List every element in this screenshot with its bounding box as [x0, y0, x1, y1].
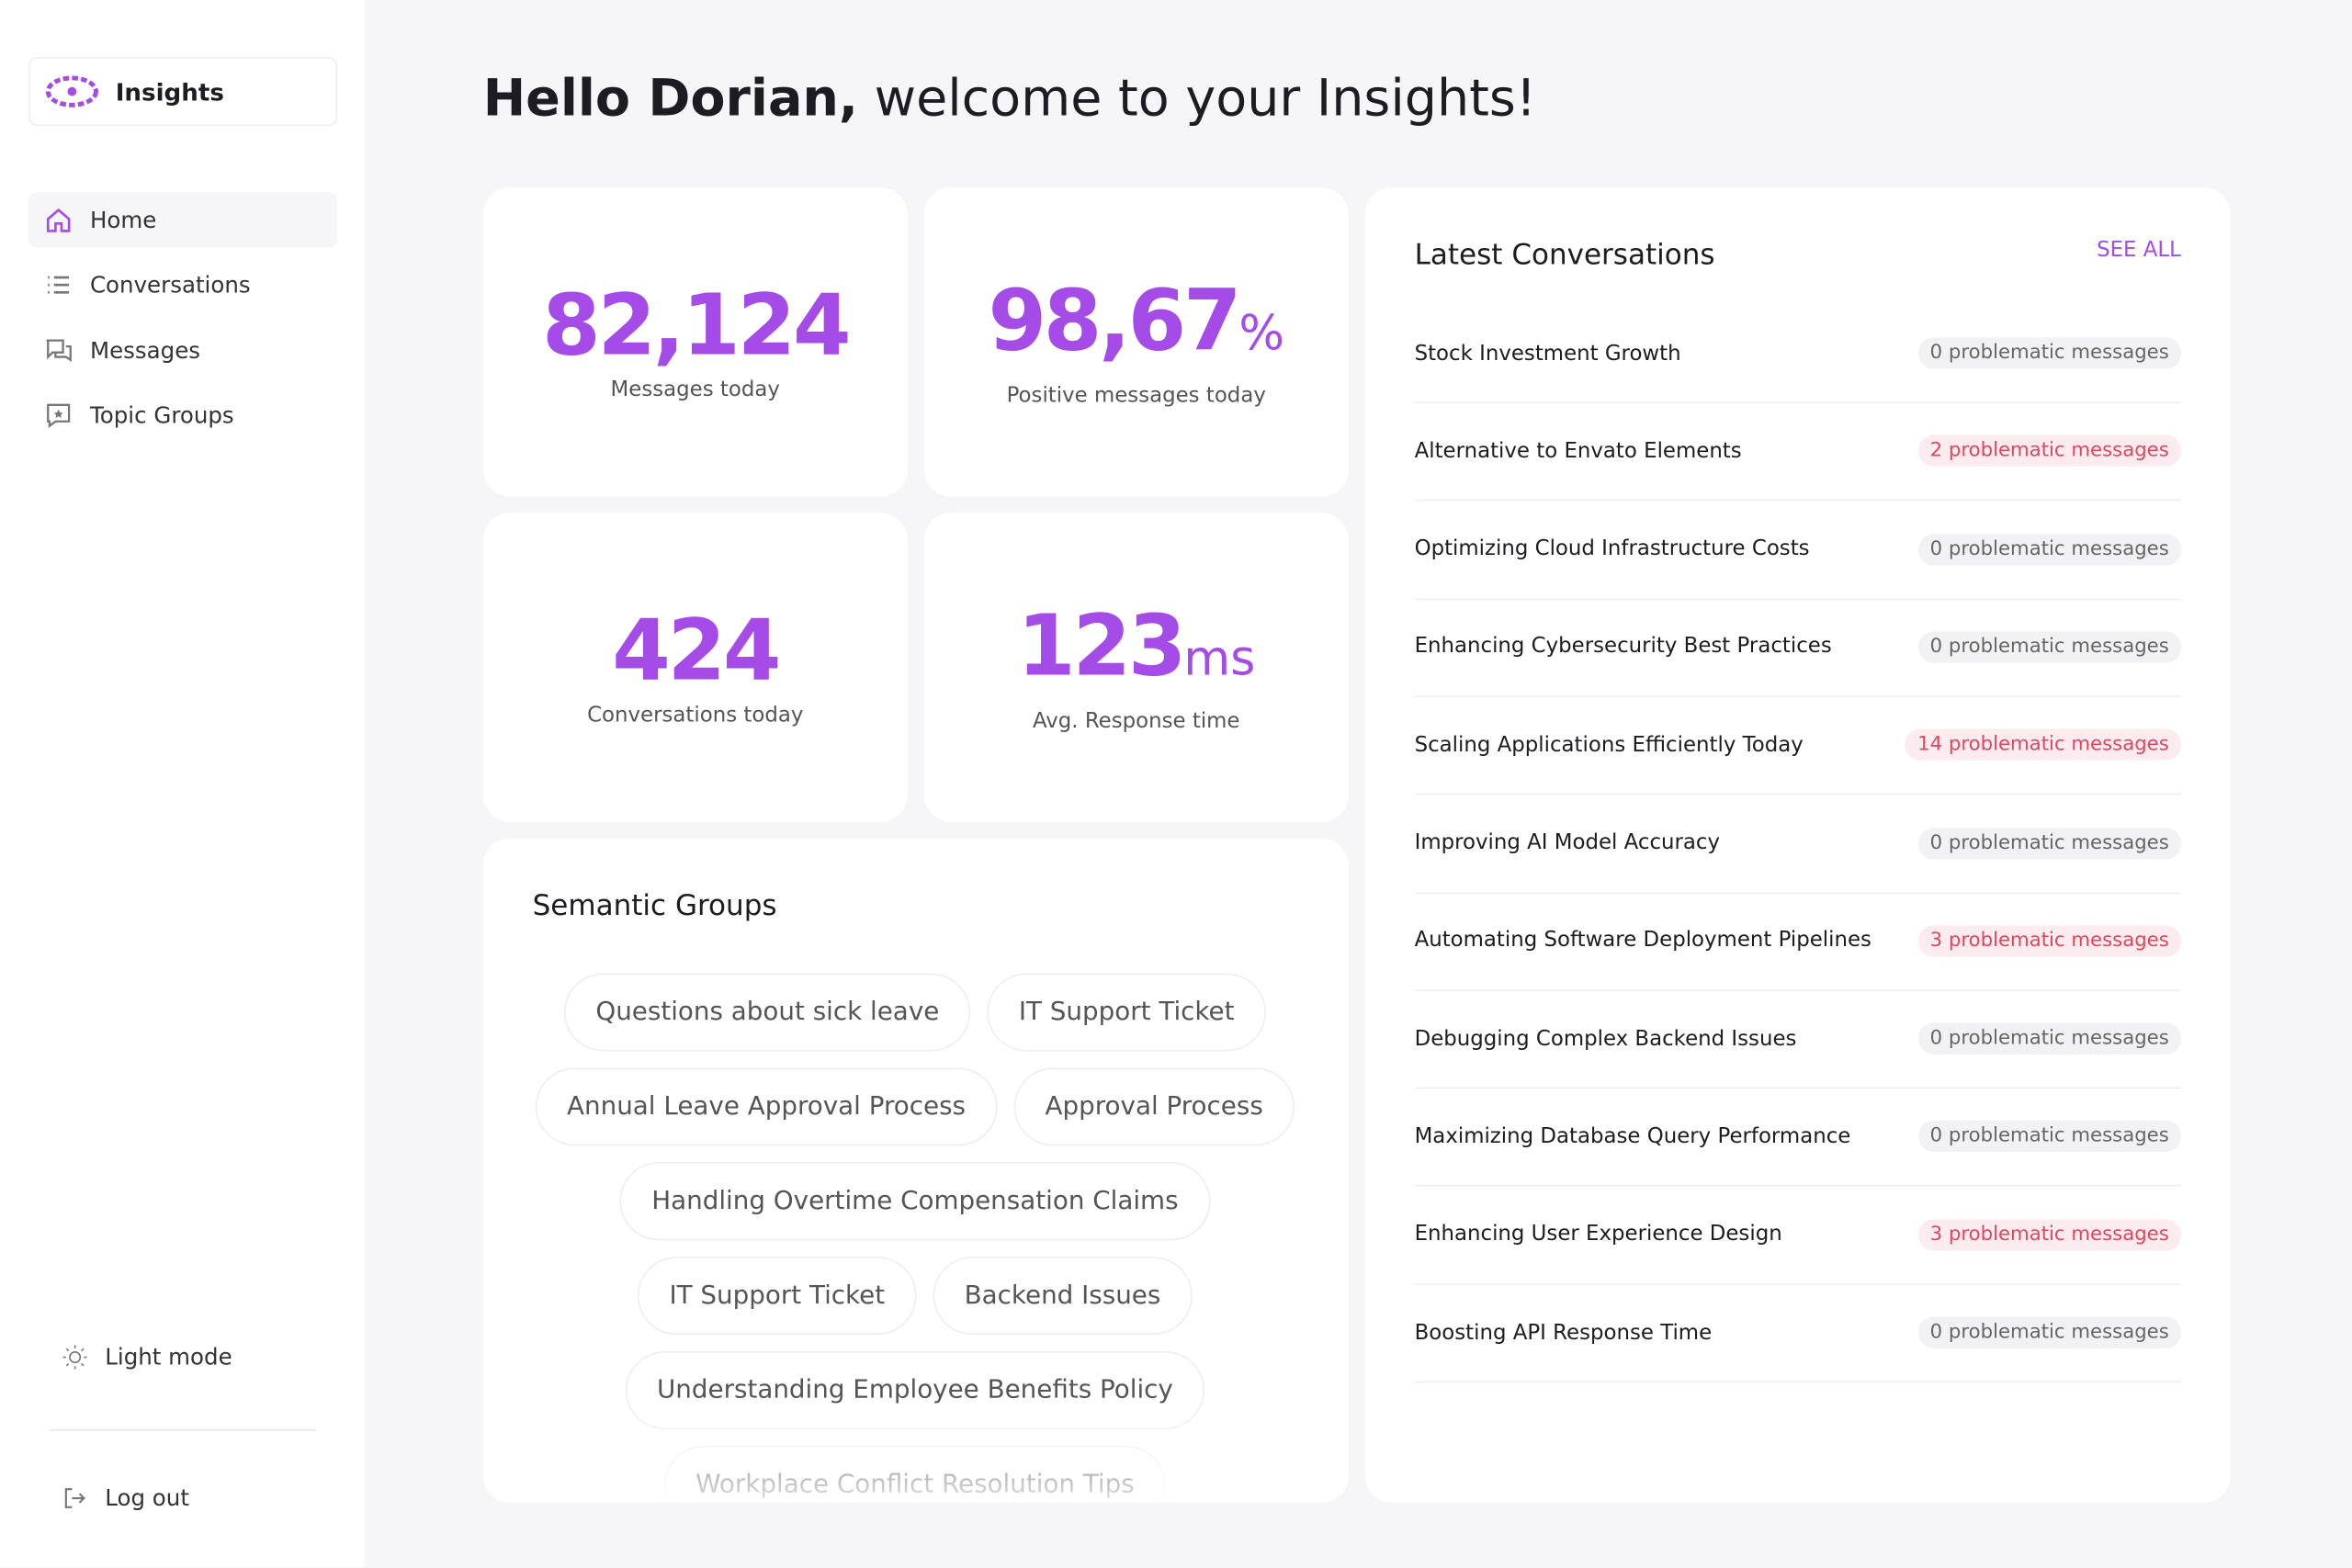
stat-value: 424 [612, 606, 781, 697]
stat-label: Avg. Response time [1032, 708, 1240, 733]
stat-value: 123ms [1017, 602, 1256, 703]
problem-badge: 0 problematic messages [1917, 631, 2181, 663]
brand-switcher[interactable]: Insights [28, 57, 338, 127]
see-all[interactable]: SEE ALL [2097, 238, 2181, 263]
nav-label: Home [89, 206, 157, 233]
tag[interactable]: Backend Issues [933, 1257, 1193, 1336]
problem-badge: 0 problematic messages [1917, 1022, 2181, 1055]
nav-item[interactable]: Home [28, 191, 338, 248]
nav-item[interactable]: Messages [28, 322, 337, 378]
stat-label: Conversations today [587, 703, 804, 728]
conversations-card: Latest Conversations SEE ALL Stock Inves… [1364, 187, 2231, 1503]
stat-card: 123ms Avg. Response time [923, 513, 1349, 822]
problem-badge: 3 problematic messages [1917, 1218, 2181, 1251]
conversation-row[interactable]: Enhancing Cybersecurity Best Practices 0 … [1414, 598, 2181, 698]
stat-card: 98,67% Positive messages today [923, 187, 1349, 497]
logout-icon [64, 1488, 85, 1508]
stat-value: 82,124 [542, 281, 852, 372]
tag[interactable]: IT Support Ticket [638, 1257, 917, 1336]
stat-number: 123 [1017, 597, 1186, 695]
problem-badge: 3 problematic messages [1917, 925, 2181, 957]
sun-icon [62, 1345, 87, 1370]
nav-label: Topic Groups [89, 401, 234, 429]
conversation-row[interactable]: Alternative to Envato Elements 2 problema… [1414, 402, 2181, 502]
problem-badge: 0 problematic messages [1917, 1121, 2181, 1153]
conversation-title: Alternative to Envato Elements [1414, 439, 1742, 464]
conversation-row[interactable]: Optimizing Cloud Infrastructure Costs 0 p… [1414, 501, 2181, 600]
stat-unit: ms [1183, 628, 1256, 686]
tag[interactable]: Handling Overtime Compensation Claims [619, 1162, 1210, 1241]
stat-label: Messages today [610, 378, 780, 402]
conversation-title: Automating Software Deployment Pipelines [1414, 929, 1871, 953]
conversation-row[interactable]: Scaling Applications Efficiently Today 14… [1414, 696, 2181, 795]
stat-card: 424 Conversations today [482, 513, 908, 822]
conversation-row[interactable]: Automating Software Deployment Pipelines… [1414, 892, 2181, 991]
nav-label: Messages [89, 336, 201, 364]
nav-icon [46, 338, 72, 362]
nav-item[interactable]: Conversations [28, 257, 337, 312]
conversation-row[interactable]: Debugging Complex Backend Issues 0 proble… [1414, 990, 2181, 1089]
tag[interactable]: Questions about sick leave [564, 973, 971, 1052]
conversation-row[interactable]: Enhancing User Experience Design 3 proble… [1414, 1186, 2181, 1285]
nav-icon [47, 403, 71, 428]
conversation-title: Stock Investment Growth [1414, 341, 1681, 366]
theme-toggle[interactable]: Light mode [62, 1343, 232, 1371]
logout-label: Log out [105, 1484, 189, 1512]
stat-card: 82,124 Messages today [482, 187, 908, 497]
logout[interactable]: Log out [63, 1484, 189, 1512]
nav-icon [46, 208, 71, 231]
conversation-row[interactable]: Stock Investment Growth 0 problematic mes… [1414, 304, 2181, 404]
conversation-title: Enhancing Cybersecurity Best Practices [1414, 635, 1832, 660]
stat-number: 424 [612, 603, 781, 701]
conversation-title: Scaling Applications Efficiently Today [1414, 732, 1804, 757]
problem-badge: 14 problematic messages [1905, 728, 2181, 761]
card-title: Semantic Groups [532, 889, 777, 923]
problem-badge: 0 problematic messages [1917, 337, 2181, 369]
greeting-text: welcome to your Insights! [874, 69, 1537, 130]
conversation-title: Boosting API Response Time [1414, 1320, 1713, 1345]
conversation-title: Maximizing Database Query Performance [1414, 1124, 1851, 1149]
stat-number: 82,124 [542, 277, 852, 376]
logo [45, 75, 98, 107]
nav-label: Conversations [89, 271, 251, 299]
problem-badge: 0 problematic messages [1917, 827, 2181, 859]
stat-value: 98,67% [988, 276, 1284, 377]
card-title: Latest Conversations [1414, 238, 1715, 272]
tag[interactable]: Workplace Conflict Resolution Tips [663, 1445, 1167, 1503]
conversation-title: Improving AI Model Accuracy [1414, 830, 1721, 855]
conversation-row[interactable]: Maximizing Database Query Performance 0 p… [1414, 1088, 2181, 1188]
conversation-title: Enhancing User Experience Design [1414, 1222, 1782, 1247]
tag[interactable]: Understanding Employee Benefits Policy [625, 1351, 1205, 1429]
tag[interactable]: Annual Leave Approval Process [535, 1067, 998, 1146]
sidebar: Insights Home Conversations Messages Topic … [0, 0, 365, 1568]
stat-unit: % [1238, 303, 1284, 361]
nav-item[interactable]: Topic Groups [28, 388, 337, 443]
conversation-title: Debugging Complex Backend Issues [1414, 1026, 1797, 1051]
semantic-groups-card: Semantic Groups Questions about sick lea… [482, 838, 1349, 1503]
problem-badge: 2 problematic messages [1917, 434, 2181, 468]
stat-label: Positive messages today [1006, 383, 1266, 408]
conversation-row[interactable]: Boosting API Response Time 0 problematic … [1414, 1284, 2181, 1383]
brand-name: Insights [115, 77, 224, 107]
greeting: Hello Dorian, welcome to your Insights! [483, 69, 1536, 129]
greeting-name: Hello Dorian, [482, 69, 859, 130]
tag[interactable]: Approval Process [1013, 1067, 1295, 1146]
stat-number: 98,67 [988, 272, 1241, 370]
tag[interactable]: IT Support Ticket [987, 973, 1266, 1052]
theme-label: Light mode [105, 1343, 232, 1371]
conversation-row[interactable]: Improving AI Model Accuracy 0 problematic… [1414, 794, 2181, 894]
tag-list: Questions about sick leave IT Support Tic… [533, 973, 1298, 1503]
nav-icon [48, 276, 70, 294]
conversation-title: Optimizing Cloud Infrastructure Costs [1414, 536, 1810, 561]
problem-badge: 0 problematic messages [1917, 1316, 2181, 1348]
problem-badge: 0 problematic messages [1917, 533, 2181, 565]
divider [49, 1428, 317, 1431]
